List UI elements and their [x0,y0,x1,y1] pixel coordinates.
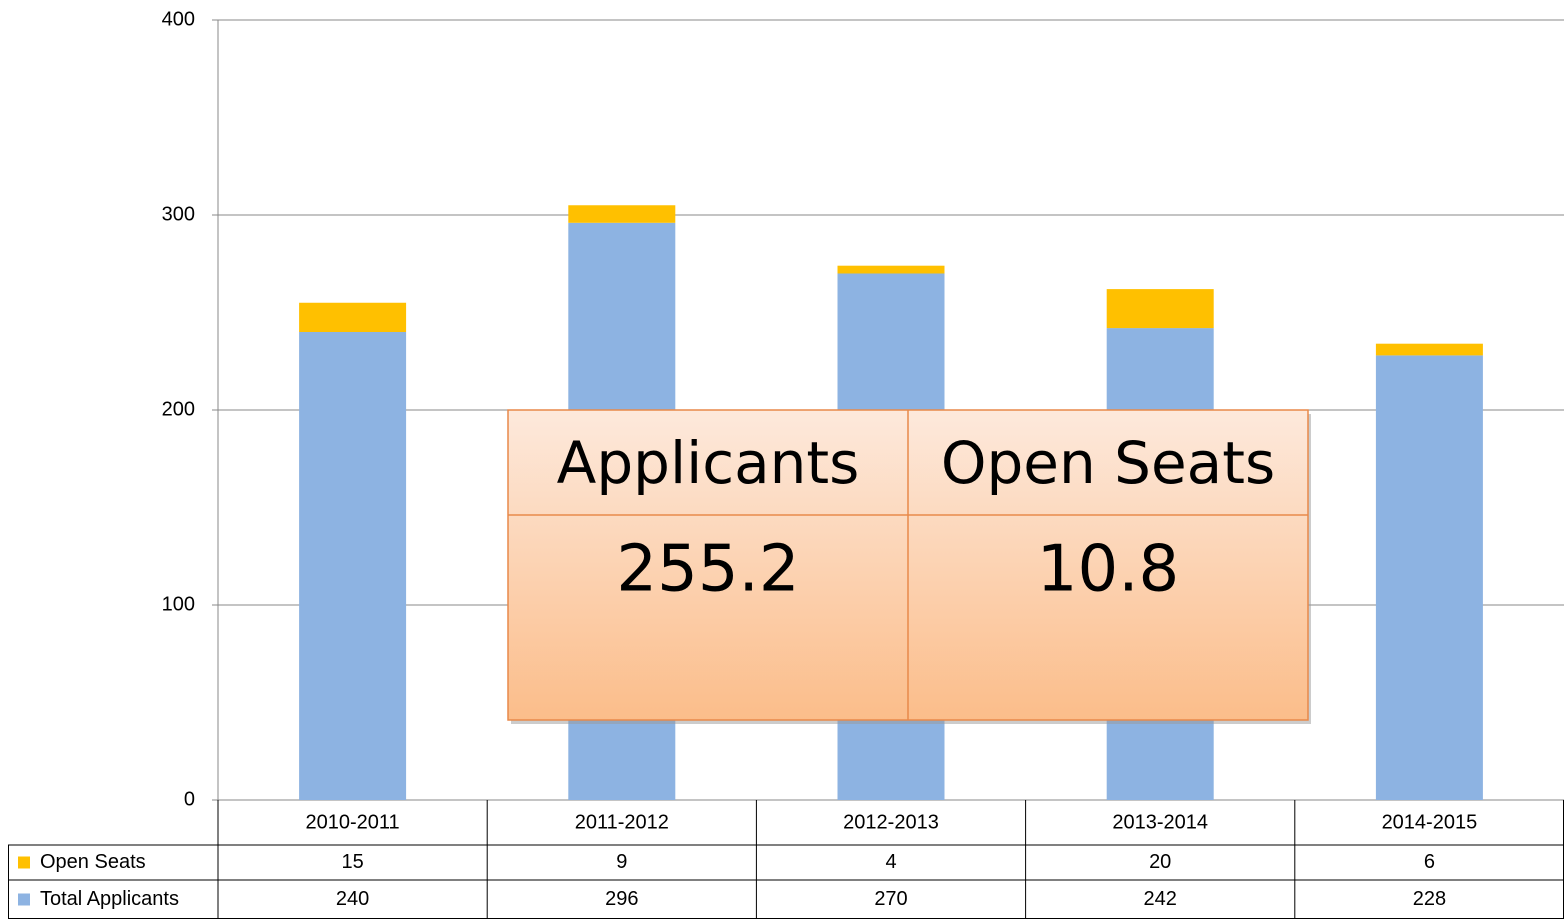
bar-segment [299,302,407,332]
x-tick-label: 2010-2011 [306,811,400,833]
table-cell: 270 [874,888,907,910]
y-tick-label: 0 [184,788,195,810]
bar-segment [299,332,407,800]
bar-segment [1106,289,1214,329]
table-cell: 6 [1424,851,1435,873]
table-cell: 296 [605,888,638,910]
overlay-header: Open Seats [941,429,1275,497]
table-cell: 15 [341,851,363,873]
legend-swatch [18,893,30,906]
legend-swatch [18,856,30,869]
table-cell: 4 [885,851,896,873]
overlay-value: 255.2 [616,533,799,607]
table-cell: 9 [616,851,627,873]
table-cell: 242 [1144,888,1177,910]
bar-segment [837,265,945,274]
bar-segment [1375,343,1483,356]
x-tick-label: 2013-2014 [1112,811,1208,833]
table-cell: 228 [1413,888,1446,910]
bar-segment [568,205,676,223]
legend-label: Total Applicants [40,888,179,910]
x-tick-label: 2014-2015 [1382,811,1478,833]
y-tick-label: 200 [162,398,195,420]
y-tick-label: 300 [162,203,195,225]
overlay-value: 10.8 [1037,533,1180,607]
x-tick-label: 2012-2013 [843,811,939,833]
table-cell: 240 [336,888,369,910]
y-tick-label: 400 [162,8,195,30]
table-cell: 20 [1149,851,1171,873]
bar-segment [1375,355,1483,800]
overlay-header: Applicants [557,429,860,497]
x-tick-label: 2011-2012 [575,811,669,833]
legend-label: Open Seats [40,851,146,873]
y-tick-label: 100 [162,593,195,615]
